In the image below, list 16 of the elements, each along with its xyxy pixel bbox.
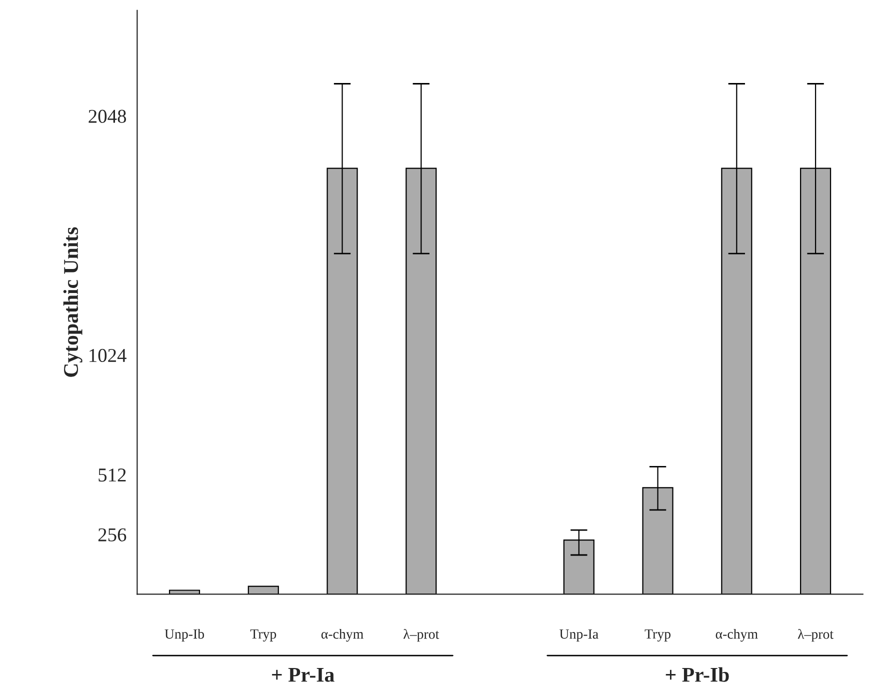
x-tick-label: λ–prot — [403, 628, 440, 642]
y-tick-label: 512 — [98, 468, 126, 482]
x-tick-label: Unp-Ib — [164, 628, 204, 642]
x-tick-label: α-chym — [321, 628, 364, 642]
text: + Pr-Ib — [666, 667, 729, 682]
x-tick-label: Tryp — [644, 629, 670, 642]
x-tick-label: Unp-Ia — [560, 629, 598, 642]
y-tick-label: 2048 — [88, 110, 126, 123]
y-tick-label: 256 — [98, 528, 126, 542]
y-axis-title: Cytopathic Units — [63, 227, 82, 377]
text: + Pr-Ia — [272, 668, 334, 682]
y-tick-label: 1024 — [90, 348, 126, 362]
x-tick-label: λ–prot — [798, 628, 834, 642]
x-tick-label: Tryp — [250, 629, 276, 642]
bar — [248, 586, 279, 594]
x-tick-label: α-chym — [716, 628, 758, 642]
